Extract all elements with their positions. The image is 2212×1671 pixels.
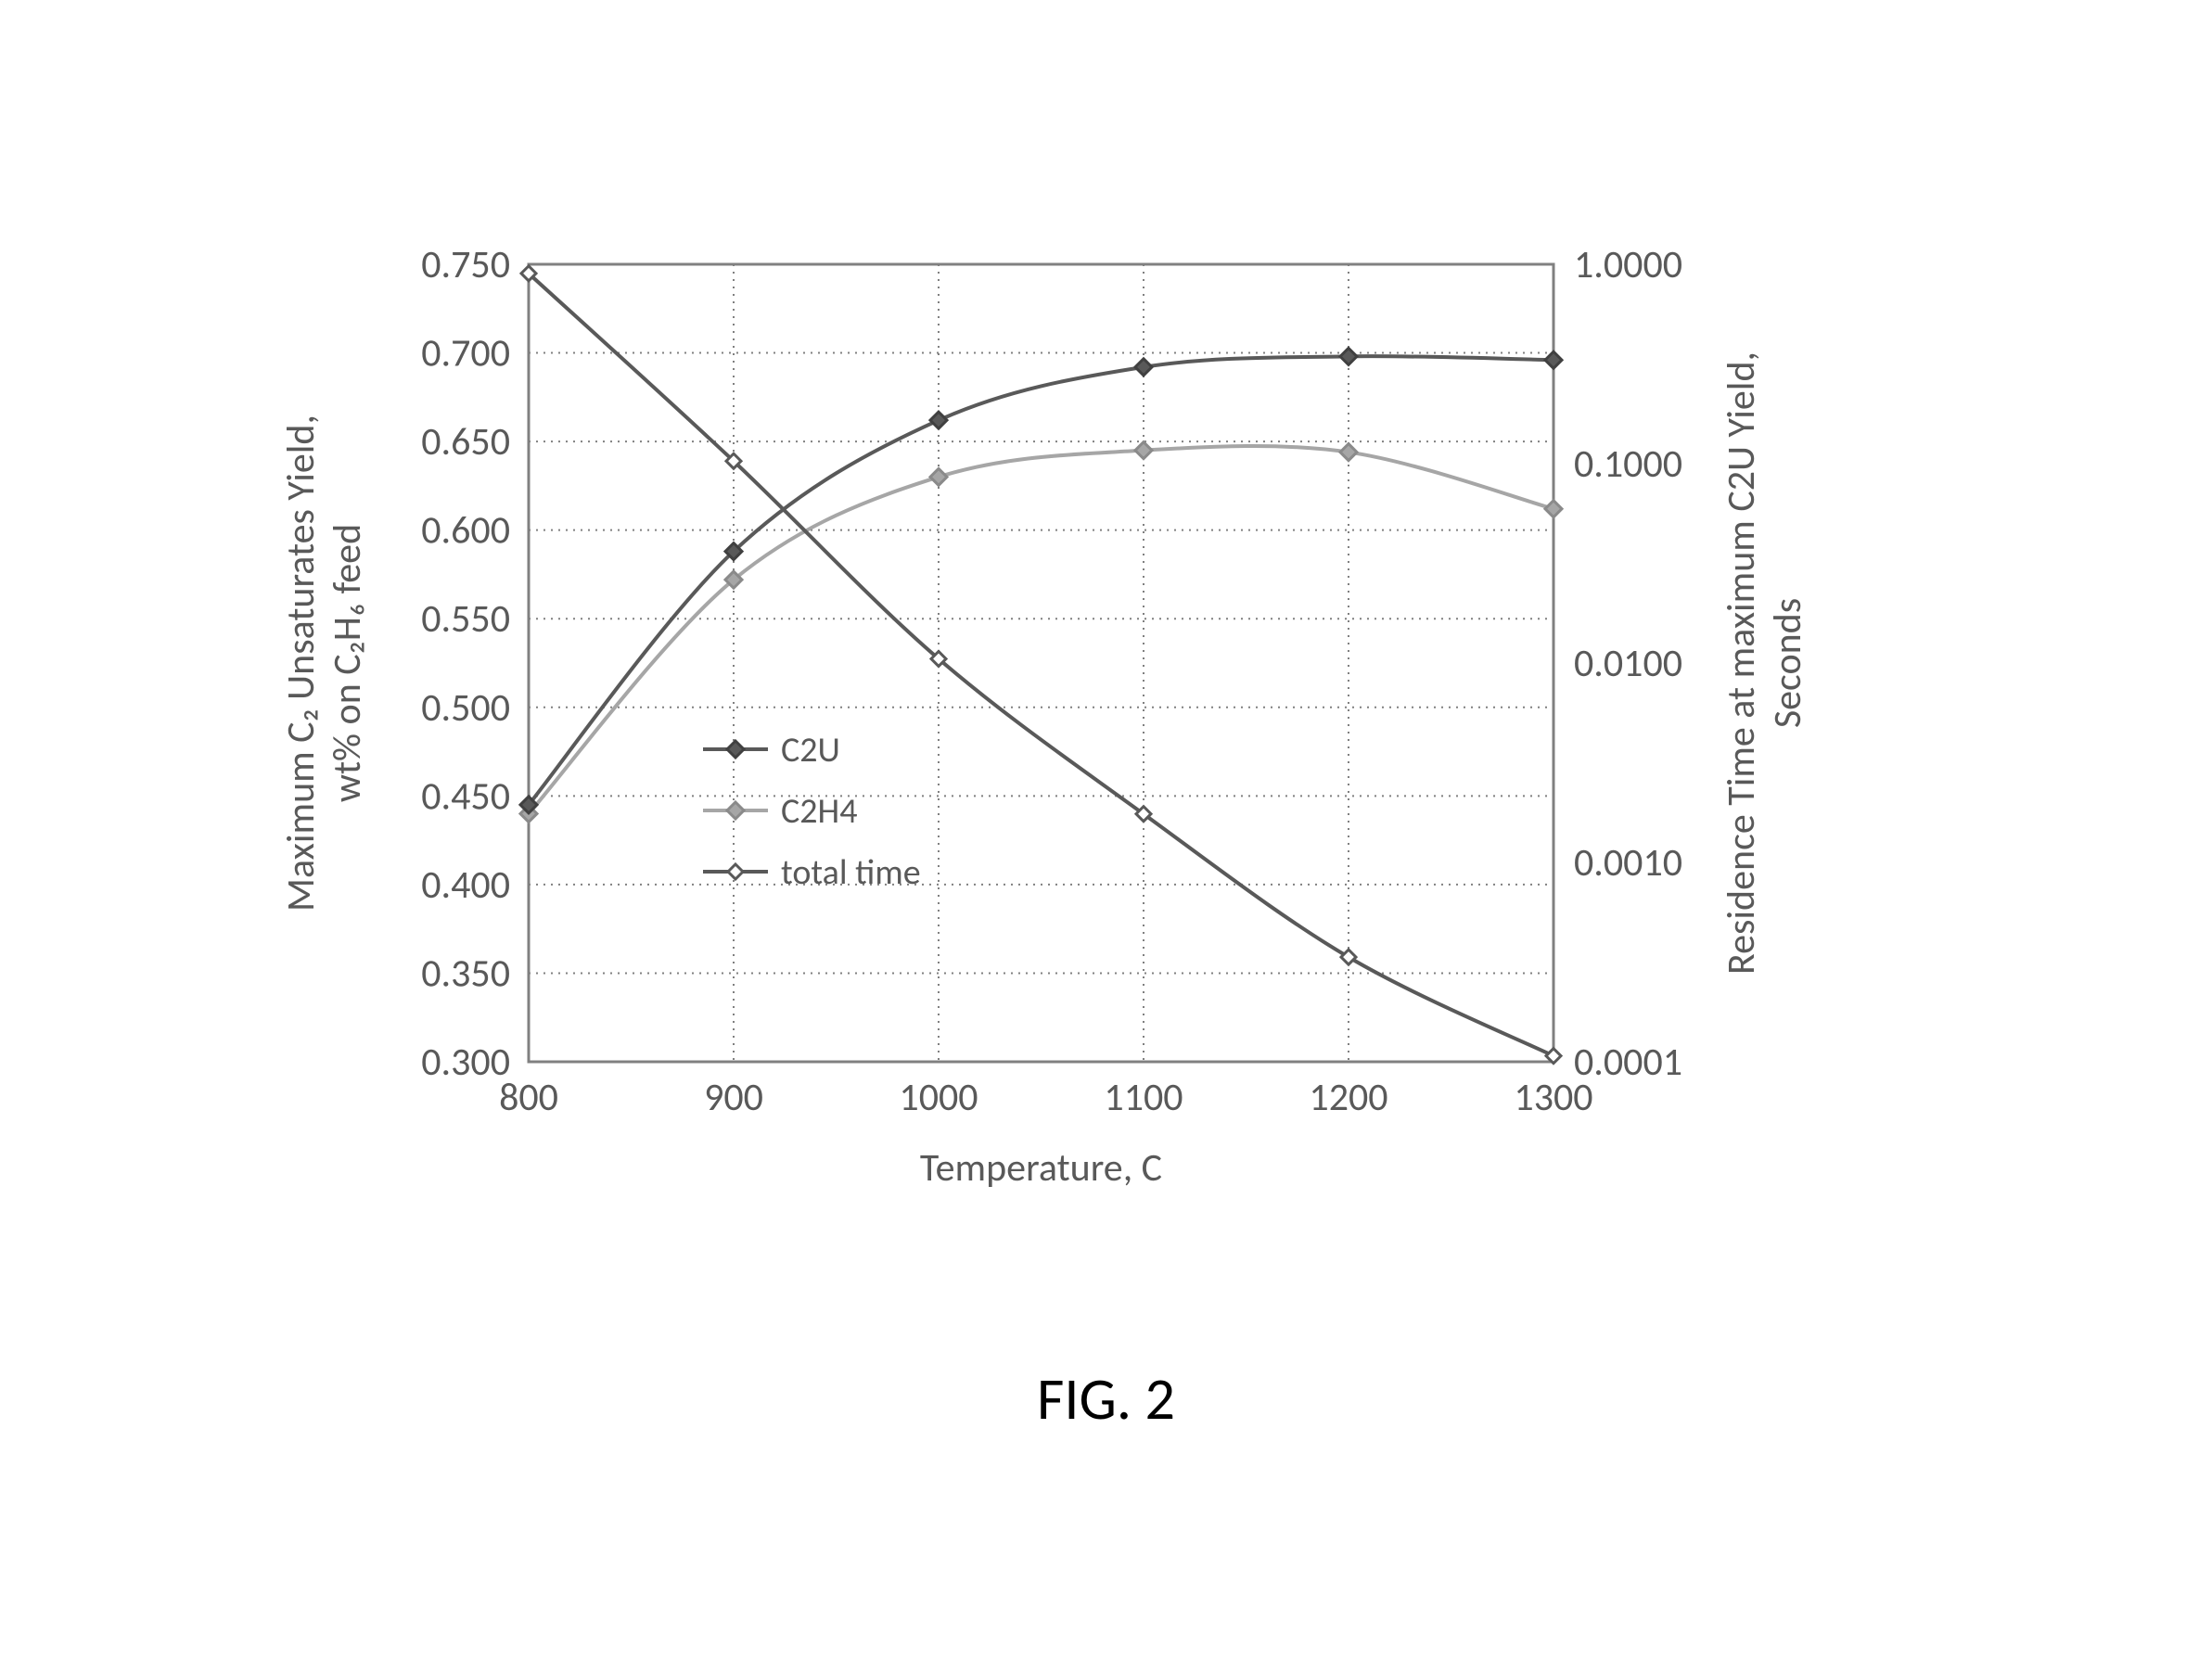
x-tick-label: 1100	[1104, 1074, 1183, 1121]
y-left-tick-label: 0.450	[421, 772, 510, 820]
y-left-tick-label: 0.600	[421, 507, 510, 555]
svg-text:Residence Time at maximum C2U: Residence Time at maximum C2U Yield,	[1718, 351, 1765, 975]
legend-label-c2u: C2U	[781, 729, 840, 772]
y-right-tick-label: 1.0000	[1574, 241, 1682, 288]
y-left-tick-label: 0.300	[421, 1039, 510, 1086]
x-tick-label: 1000	[899, 1074, 978, 1121]
chart-figure: 80090010001100120013000.3000.3500.4000.4…	[0, 0, 2212, 1671]
y-left-tick-label: 0.700	[421, 330, 510, 377]
legend-label-total_time: total time	[781, 851, 921, 894]
figure-caption: FIG. 2	[1037, 1363, 1175, 1435]
y-left-tick-label: 0.650	[421, 418, 510, 466]
x-tick-label: 900	[704, 1074, 763, 1121]
svg-text:Maximum C₂ Unsaturates Yield,: Maximum C₂ Unsaturates Yield,	[277, 415, 325, 912]
svg-text:wt% on C₂H₆ feed: wt% on C₂H₆ feed	[324, 524, 371, 802]
x-axis-label: Temperature, C	[920, 1144, 1162, 1192]
y-left-tick-label: 0.400	[421, 861, 510, 909]
y-left-tick-label: 0.350	[421, 950, 510, 997]
y-left-tick-label: 0.500	[421, 684, 510, 732]
legend-label-c2h4: C2H4	[781, 790, 857, 833]
y-left-tick-label: 0.750	[421, 241, 510, 288]
x-tick-label: 1200	[1309, 1074, 1387, 1121]
y-right-tick-label: 0.0010	[1574, 839, 1682, 887]
svg-text:Seconds: Seconds	[1764, 598, 1811, 728]
y-right-tick-label: 0.0100	[1574, 640, 1682, 687]
y-right-tick-label: 0.1000	[1574, 440, 1682, 488]
y-left-tick-label: 0.550	[421, 595, 510, 643]
y-right-tick-label: 0.0001	[1574, 1039, 1682, 1086]
